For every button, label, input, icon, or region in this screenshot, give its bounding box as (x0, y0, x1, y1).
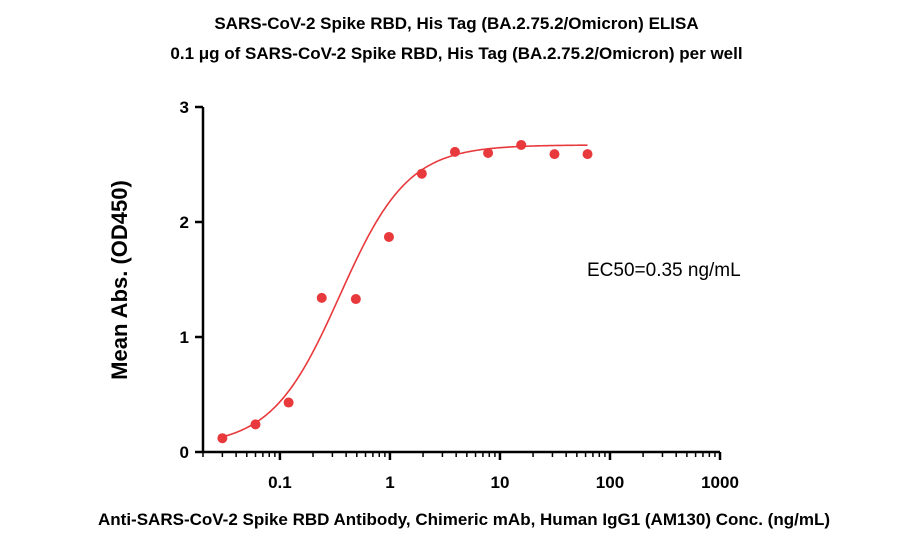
data-point-10 (549, 149, 560, 160)
data-point-6 (416, 168, 427, 179)
data-point-4 (350, 294, 361, 305)
y-tick-label-1: 1 (180, 328, 189, 347)
x-tick-label-3: 100 (596, 473, 624, 492)
y-tick-label-2: 2 (180, 213, 189, 232)
fit-curve (222, 144, 588, 438)
x-tick-label-4: 1000 (701, 473, 739, 492)
chart-title: SARS-CoV-2 Spike RBD, His Tag (BA.2.75.2… (214, 14, 699, 33)
chart-subtitle: 0.1 μg of SARS-CoV-2 Spike RBD, His Tag … (170, 44, 743, 63)
x-axis-label: Anti-SARS-CoV-2 Spike RBD Antibody, Chim… (98, 510, 830, 529)
data-point-7 (449, 146, 460, 157)
ec50-annotation: EC50=0.35 ng/mL (587, 260, 741, 281)
data-point-8 (483, 148, 494, 158)
data-point-5 (383, 231, 394, 242)
data-point-0 (217, 433, 228, 444)
y-tick-label-3: 3 (180, 98, 189, 117)
y-axis-label: Mean Abs. (OD450) (107, 180, 132, 380)
data-point-2 (283, 397, 294, 408)
x-tick-label-1: 1 (385, 473, 394, 492)
x-tick-label-2: 10 (490, 473, 509, 492)
data-point-3 (316, 292, 327, 303)
data-point-11 (582, 149, 593, 160)
x-tick-label-0: 0.1 (268, 473, 292, 492)
data-point-1 (250, 419, 261, 430)
y-tick-label-0: 0 (180, 443, 189, 462)
data-point-9 (516, 139, 527, 150)
